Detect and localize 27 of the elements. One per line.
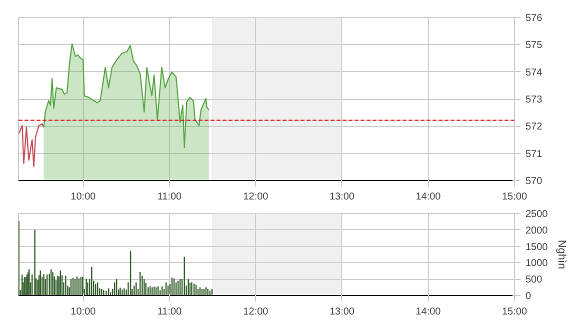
- x-tick-label: 14:00: [416, 192, 442, 202]
- y-tick-label: 2000: [526, 225, 548, 236]
- y-axis-title: Nghìn: [556, 240, 568, 270]
- x-tick-label: 12:00: [243, 192, 269, 202]
- y-tick-label: 0: [526, 291, 532, 302]
- x-tick-label: 10:00: [70, 306, 96, 318]
- line-series: [18, 123, 44, 168]
- x-tick-label: 15:00: [502, 306, 528, 318]
- y-tick-label: 1000: [526, 258, 548, 270]
- y-tick-label: 500: [526, 274, 543, 286]
- x-tick-label: 15:00: [502, 192, 528, 202]
- x-tick-label: 13:00: [329, 192, 355, 202]
- x-tick-label: 11:00: [157, 306, 182, 318]
- x-tick-label: 14:00: [416, 306, 442, 318]
- y-tick-label: 574: [526, 67, 543, 78]
- y-tick-label: 575: [526, 40, 543, 52]
- x-tick-label: 10:00: [70, 192, 96, 202]
- y-tick-label: 571: [526, 148, 543, 160]
- x-tick-label: 13:00: [329, 306, 355, 318]
- x-tick-label: 12:00: [243, 306, 269, 318]
- x-tick-label: 11:00: [157, 192, 182, 202]
- y-tick-label: 573: [526, 94, 543, 106]
- y-tick-label: 1500: [526, 242, 548, 253]
- y-tick-label: 576: [526, 13, 543, 24]
- y-tick-label: 2500: [526, 209, 548, 220]
- y-tick-label: 570: [526, 176, 543, 187]
- y-tick-label: 572: [526, 122, 543, 133]
